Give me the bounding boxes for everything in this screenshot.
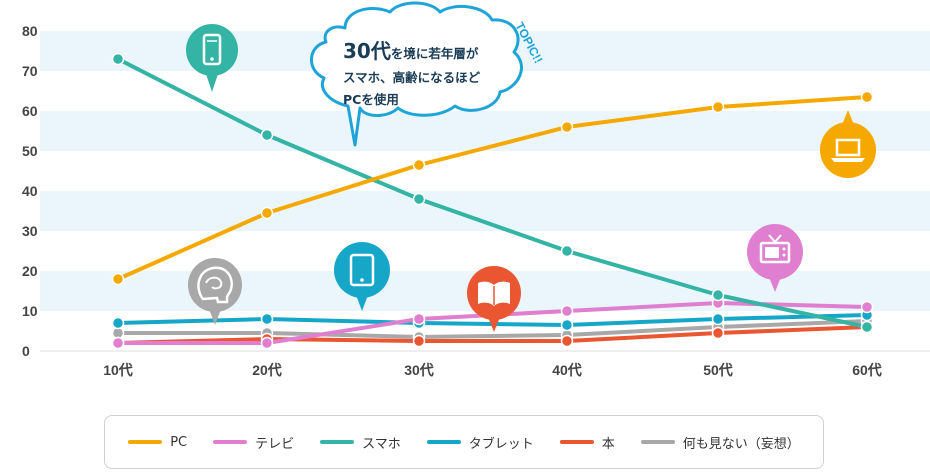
data-point — [560, 334, 574, 348]
line-chart: 0 10 20 30 40 50 60 70 80 10代 20代 30代 40代 50代 60代 — [22, 1, 930, 378]
svg-text:30代を境に若年層が: 30代を境に若年層が — [343, 39, 479, 63]
x-tick-label: 10代 — [103, 362, 133, 378]
callout-line1-rest: を境に若年層が — [391, 46, 479, 61]
legend-item: 本 — [559, 433, 615, 452]
data-point — [412, 158, 426, 172]
data-point — [260, 336, 274, 350]
data-point — [711, 326, 725, 340]
legend-item: 何も見ない（妄想） — [640, 433, 800, 452]
x-tick-label: 30代 — [404, 362, 434, 378]
series-line — [116, 319, 869, 339]
legend-swatch — [320, 440, 355, 444]
data-point — [111, 272, 125, 286]
data-point — [711, 288, 725, 302]
data-point — [860, 320, 874, 334]
data-point — [260, 312, 274, 326]
y-tick-label: 10 — [22, 303, 38, 319]
data-point — [260, 128, 274, 142]
callout-line2: スマホ、高齢になるほど — [343, 70, 481, 85]
data-point — [111, 316, 125, 330]
legend-swatch — [128, 440, 163, 444]
tv-icon — [747, 224, 803, 292]
legend-label: タブレット — [468, 436, 534, 452]
data-point — [560, 304, 574, 318]
y-tick-label: 70 — [22, 63, 38, 79]
series-line — [116, 325, 869, 345]
series-line — [116, 57, 869, 329]
data-point — [111, 52, 125, 66]
callout-line1-big: 30代 — [343, 39, 391, 63]
brain-icon — [188, 258, 242, 325]
legend-swatch — [559, 440, 594, 444]
data-point — [412, 312, 426, 326]
grid-band — [40, 151, 930, 191]
data-point — [860, 300, 874, 314]
y-tick-label: 40 — [22, 183, 38, 199]
legend-swatch — [213, 440, 248, 444]
y-tick-label: 50 — [22, 143, 38, 159]
legend-label: スマホ — [362, 436, 401, 452]
y-tick-label: 30 — [22, 223, 38, 239]
legend-label: 何も見ない（妄想） — [682, 436, 800, 452]
data-point — [111, 336, 125, 350]
book-icon — [467, 266, 521, 332]
legend-label: テレビ — [255, 436, 295, 452]
callout-bubble — [310, 1, 523, 147]
data-point — [412, 334, 426, 348]
smartphone-icon — [186, 24, 238, 92]
laptop-icon — [820, 110, 876, 178]
callout-line3: PCを使用 — [343, 92, 399, 107]
data-point — [711, 312, 725, 326]
y-tick-label: 80 — [22, 23, 38, 39]
data-point — [860, 90, 874, 104]
legend-swatch — [640, 440, 675, 444]
y-tick-label: 20 — [22, 263, 38, 279]
y-tick-label: 0 — [22, 343, 30, 359]
legend-label: PC — [170, 434, 188, 450]
x-tick-label: 60代 — [852, 362, 882, 378]
grid-band — [40, 111, 930, 151]
data-point — [412, 192, 426, 206]
legend-item: スマホ — [320, 433, 401, 452]
y-tick-label: 60 — [22, 103, 38, 119]
x-tick-label: 40代 — [552, 362, 582, 378]
grid-band — [40, 191, 930, 231]
x-tick-label: 50代 — [703, 362, 733, 378]
data-point — [560, 244, 574, 258]
legend: PC テレビ スマホ タブレット 本 何も見ない（妄想） — [104, 415, 824, 469]
legend-item: タブレット — [426, 433, 534, 452]
legend-swatch — [426, 440, 461, 444]
data-point — [260, 206, 274, 220]
tablet-icon — [334, 242, 390, 311]
topic-callout: TOPIC!! 30代を境に若年層が スマホ、高齢になるほど PCを使用 — [310, 1, 546, 147]
legend-item: PC — [128, 435, 187, 450]
data-point — [560, 120, 574, 134]
series-line — [116, 95, 869, 281]
data-point — [560, 318, 574, 332]
legend-item: テレビ — [213, 433, 294, 452]
x-tick-label: 20代 — [252, 362, 282, 378]
legend-label: 本 — [601, 436, 615, 452]
data-point — [711, 100, 725, 114]
